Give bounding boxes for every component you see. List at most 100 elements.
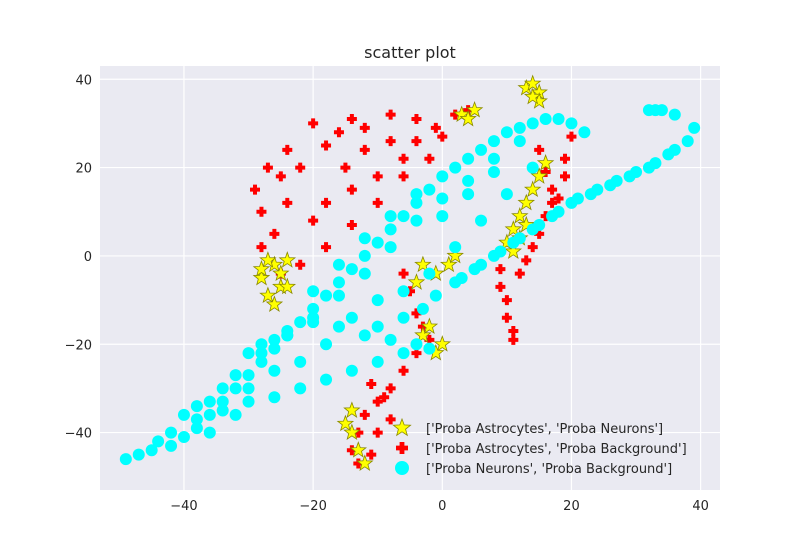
data-point (255, 347, 268, 360)
data-point (450, 109, 461, 120)
series-1 (252, 74, 555, 471)
data-point (655, 104, 668, 117)
data-point (385, 109, 396, 120)
data-point (229, 408, 242, 421)
data-point (552, 113, 565, 125)
data-point (424, 334, 435, 345)
data-point (423, 342, 436, 355)
data-point (353, 458, 364, 469)
data-point (630, 166, 643, 178)
data-point (346, 184, 357, 195)
data-point (449, 161, 462, 174)
data-point (688, 121, 701, 134)
data-point (487, 166, 500, 178)
data-point (371, 236, 384, 249)
data-point (308, 215, 319, 226)
data-point (343, 401, 361, 418)
data-point (436, 170, 449, 183)
data-point (433, 335, 452, 352)
data-point (521, 255, 532, 266)
data-point (517, 215, 536, 233)
data-point (385, 136, 396, 147)
data-point (500, 188, 513, 201)
data-point (345, 311, 358, 324)
data-point (268, 364, 281, 377)
data-point (566, 131, 577, 142)
data-point (410, 188, 423, 201)
data-point (333, 127, 344, 138)
data-point (514, 268, 525, 279)
data-point (332, 276, 345, 289)
data-point (216, 395, 229, 408)
data-point (190, 413, 203, 426)
y-tick-label: 40 (75, 73, 92, 88)
y-axis: −40 −20 0 20 40 (65, 73, 92, 441)
data-point (547, 197, 558, 208)
data-point (278, 251, 297, 268)
legend-marker (395, 461, 409, 475)
x-tick-label: 0 (438, 499, 446, 514)
data-point (356, 454, 374, 471)
data-point (242, 382, 255, 395)
data-point (203, 408, 216, 421)
data-point (332, 289, 345, 302)
plot-background (100, 66, 720, 490)
data-point (384, 223, 397, 236)
data-point (358, 249, 371, 262)
data-point (269, 228, 280, 239)
data-point (446, 246, 464, 264)
data-point (353, 427, 364, 438)
x-tick-label: 40 (692, 499, 709, 514)
data-point (511, 207, 529, 224)
data-point (259, 286, 277, 304)
data-point (321, 197, 332, 208)
data-point (349, 441, 367, 458)
legend-item: ['Proba Astrocytes', 'Proba Neurons'] (392, 417, 663, 437)
data-point (397, 311, 410, 324)
data-point (216, 382, 229, 395)
data-point (410, 338, 423, 351)
series-0 (250, 105, 577, 469)
data-point (536, 154, 555, 171)
data-point (152, 435, 165, 448)
data-point (358, 329, 371, 342)
data-point (534, 228, 545, 239)
data-point (190, 400, 203, 413)
data-point (436, 210, 449, 223)
data-point (429, 289, 442, 302)
data-point (255, 338, 268, 351)
legend-label: ['Proba Neurons', 'Proba Background'] (426, 462, 672, 477)
data-point (526, 161, 539, 174)
data-point (346, 445, 357, 456)
data-point (359, 409, 370, 420)
data-point (504, 220, 522, 237)
data-point (523, 74, 542, 92)
data-point (345, 263, 358, 276)
data-point (540, 211, 551, 222)
data-point (475, 143, 488, 156)
legend-marker (392, 417, 412, 437)
data-point (668, 108, 681, 121)
data-point (420, 317, 439, 335)
data-point (610, 174, 623, 187)
data-point (384, 333, 397, 346)
data-point (384, 241, 397, 254)
data-point (513, 135, 526, 148)
data-point (398, 365, 409, 376)
data-point (250, 184, 260, 195)
data-point (578, 126, 591, 139)
data-point (462, 152, 475, 165)
data-point (436, 192, 449, 205)
data-point (346, 220, 357, 230)
data-point (398, 268, 409, 279)
data-point (405, 286, 415, 297)
data-point (539, 113, 552, 125)
data-point (145, 444, 158, 457)
data-point (252, 260, 271, 277)
data-point (278, 277, 297, 295)
data-point (203, 426, 216, 439)
data-point (366, 449, 377, 460)
data-point (229, 382, 242, 395)
x-tick-label: −40 (170, 499, 197, 514)
